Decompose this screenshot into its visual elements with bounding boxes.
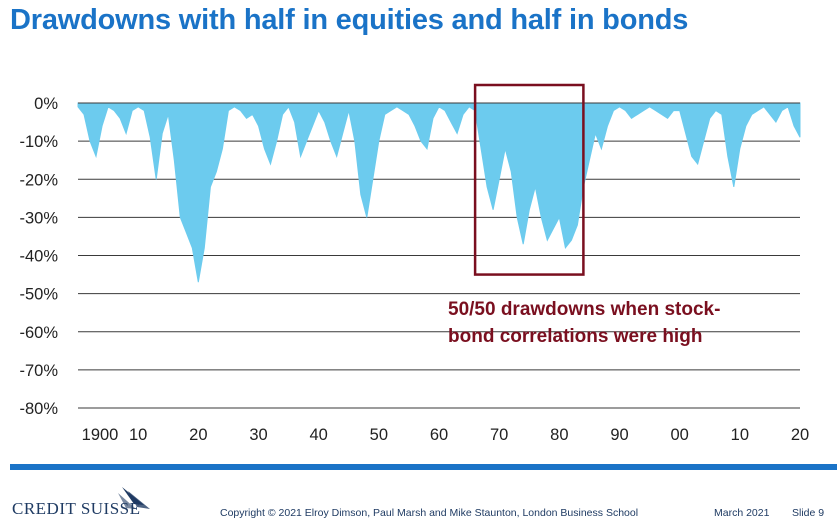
date-text: March 2021	[714, 507, 770, 519]
x-tick-label: 30	[249, 426, 267, 444]
annotation-text-line: 50/50 drawdowns when stock-	[448, 299, 720, 320]
highlight-box	[473, 83, 585, 276]
x-tick-label: 60	[430, 426, 448, 444]
y-tick-label: -60%	[19, 324, 58, 342]
logo-text: CREDIT SUISSE	[12, 499, 141, 518]
slide-number: Slide 9	[792, 507, 825, 519]
x-tick-label: 1900	[82, 426, 119, 444]
footer-divider	[10, 464, 837, 470]
y-tick-label: 0%	[34, 95, 58, 113]
x-tick-label: 90	[610, 426, 628, 444]
drawdown-chart: 0% -10% -20% -30% -40% -50% -60% -70% -80% 1900 10…	[19, 83, 809, 444]
y-tick-label: -50%	[19, 286, 58, 304]
annotation-text-line: bond correlations were high	[448, 326, 702, 347]
x-tick-label: 80	[550, 426, 568, 444]
sail-icon	[118, 487, 150, 509]
y-tick-label: -40%	[19, 248, 58, 266]
x-tick-label: 10	[129, 426, 147, 444]
y-tick-label: -70%	[19, 362, 58, 380]
y-tick-label: -20%	[19, 171, 58, 189]
x-tick-label: 50	[370, 426, 388, 444]
credit-suisse-logo: CREDIT SUISSE	[10, 485, 160, 525]
copyright-text: Copyright © 2021 Elroy Dimson, Paul Mars…	[220, 507, 639, 519]
drawdown-area	[77, 102, 801, 283]
x-tick-label: 40	[309, 426, 327, 444]
y-tick-label: -80%	[19, 400, 58, 418]
y-tick-label: -30%	[19, 209, 58, 227]
x-tick-label: 20	[189, 426, 207, 444]
x-tick-label: 10	[731, 426, 749, 444]
x-tick-label: 20	[791, 426, 809, 444]
x-tick-label: 70	[490, 426, 508, 444]
y-tick-label: -10%	[19, 133, 58, 151]
page-title: Drawdowns with half in equities and half…	[10, 4, 689, 36]
x-tick-label: 00	[670, 426, 688, 444]
